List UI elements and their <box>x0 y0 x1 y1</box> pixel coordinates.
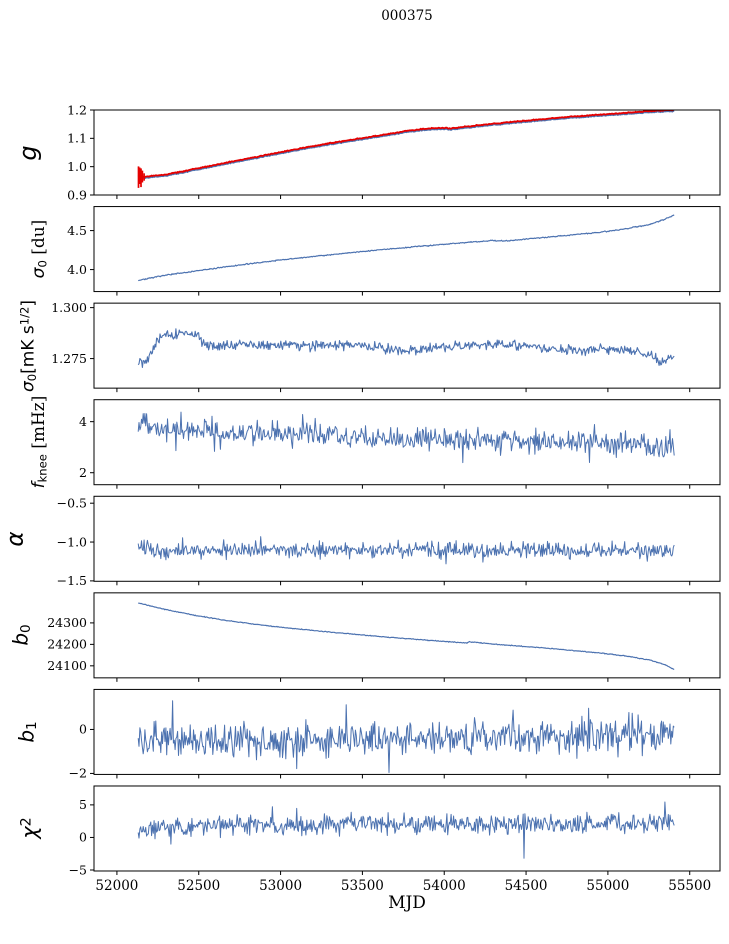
panel-border <box>93 592 721 679</box>
y-axis-label-b0: b0 <box>8 624 35 647</box>
y-tick-label: 1.0 <box>67 159 87 174</box>
y-axis-label-sigma0-du: σ0 [du] <box>29 219 50 279</box>
panel-border <box>93 399 721 486</box>
y-tick-label: 2 <box>79 465 87 480</box>
y-tick-label: 24300 <box>47 615 87 630</box>
x-tick-label: 54500 <box>505 878 548 894</box>
y-tick-label: −1.5 <box>57 573 87 588</box>
panel-border <box>93 688 721 775</box>
panel-sigma0-mks: 1.275 1.300 <box>51 300 721 393</box>
y-axis-label-fknee: fknee [mHz] <box>29 395 50 489</box>
x-tick-label: 52500 <box>177 878 220 894</box>
y-tick-label: 1.275 <box>51 351 87 366</box>
y-axis-label-chi2: χ2 <box>17 817 42 840</box>
series-fknee <box>137 411 675 464</box>
y-axis-label-sigma0-mks: σ0[mK s1/2] <box>17 299 39 392</box>
panel-alpha: −1.5 −1.0 −0.5 <box>57 495 721 588</box>
series-sigma0-mks <box>137 328 675 368</box>
panel-border <box>93 785 721 872</box>
panel-border <box>93 495 721 582</box>
y-tick-label: 5 <box>79 797 87 812</box>
x-tick-label: 55000 <box>586 878 629 894</box>
x-tick-label: 54000 <box>423 878 466 894</box>
x-axis-label: MJD <box>388 893 426 913</box>
series-sigma0-du <box>138 214 675 282</box>
panel-fknee: 24 <box>79 399 721 489</box>
x-tick-label: 52000 <box>95 878 138 894</box>
x-tick-label: 53000 <box>259 878 302 894</box>
y-tick-label: 0 <box>79 722 87 737</box>
y-axis-label-alpha: α <box>2 531 29 547</box>
y-tick-label: 1.2 <box>67 102 87 117</box>
y-tick-label: 1.1 <box>67 131 87 146</box>
y-axis-label-g: g <box>14 144 42 161</box>
panel-border <box>93 206 721 293</box>
y-tick-label: 4.0 <box>67 262 87 277</box>
series-gain-fit-blue <box>137 110 675 180</box>
series-gain-red <box>137 110 675 179</box>
y-tick-label: 0.9 <box>67 187 87 202</box>
series-chi2 <box>137 801 675 859</box>
panel-g: 0.9 1.0 1.1 1.2 <box>67 102 721 202</box>
y-tick-label: 24200 <box>47 637 87 652</box>
panel-sigma0-du: 4.0 4.5 <box>67 206 721 296</box>
panel-chi2: −5 0 5 52000 52500 53000 53500 54000 54500 55000 5… <box>69 785 721 894</box>
y-tick-label: −1.0 <box>57 534 87 549</box>
panel-b1: −2 0 <box>69 688 721 781</box>
panel-border <box>93 302 721 389</box>
figure-title: 000375 <box>381 8 433 24</box>
y-tick-label: −5 <box>69 862 87 877</box>
panel-b0: 24100 24200 24300 <box>47 592 721 682</box>
x-tick-label: 53500 <box>341 878 384 894</box>
x-tick-label: 55500 <box>668 878 711 894</box>
y-axis-label-b1: b1 <box>14 721 41 743</box>
series-b0 <box>138 602 675 671</box>
y-tick-label: 1.300 <box>51 300 87 315</box>
y-tick-label: 4 <box>79 414 87 429</box>
y-tick-label: 4.5 <box>67 223 87 238</box>
y-tick-label: −2 <box>69 766 87 781</box>
series-b1 <box>137 700 675 773</box>
series-alpha <box>137 536 675 565</box>
y-tick-label: 24100 <box>47 658 87 673</box>
y-tick-label: −0.5 <box>57 495 87 510</box>
y-tick-label: 0 <box>79 830 87 845</box>
panel-border <box>93 109 721 196</box>
